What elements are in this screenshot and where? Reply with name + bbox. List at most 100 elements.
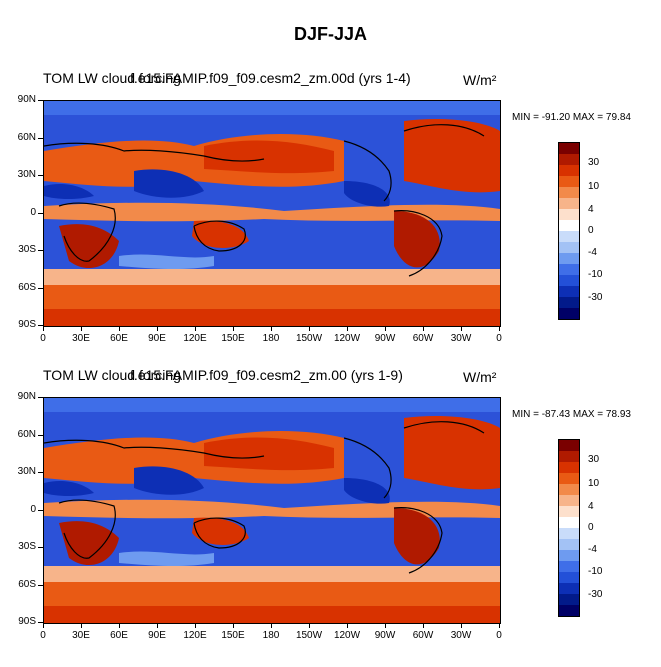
colorbar-swatch bbox=[559, 550, 579, 561]
latitude-tick bbox=[38, 547, 43, 548]
longitude-tick bbox=[423, 623, 424, 628]
colorbar-label: 4 bbox=[588, 501, 594, 512]
latitude-tick bbox=[38, 509, 43, 511]
africa-north-cold bbox=[44, 481, 94, 497]
longitude-tick-label: 180 bbox=[262, 630, 280, 641]
colorbar bbox=[558, 142, 580, 320]
southern-band bbox=[44, 566, 500, 582]
longitude-tick-label: 30E bbox=[72, 333, 90, 344]
latitude-tick bbox=[38, 584, 43, 586]
central-america-cold bbox=[344, 181, 390, 207]
africa-warm bbox=[59, 224, 119, 269]
colorbar-swatch bbox=[559, 209, 579, 220]
min-max-stats: MIN = -91.20 MAX = 79.84 bbox=[512, 112, 631, 123]
colorbar-label: -30 bbox=[588, 589, 603, 600]
longitude-tick-label: 90W bbox=[374, 333, 396, 344]
north-pacific-warm bbox=[204, 140, 334, 174]
colorbar-swatch bbox=[559, 231, 579, 242]
colorbar-label: -10 bbox=[588, 269, 603, 280]
longitude-tick bbox=[309, 326, 310, 331]
north-pacific-warm bbox=[204, 437, 334, 471]
longitude-tick bbox=[423, 326, 424, 331]
longitude-tick-label: 120W bbox=[333, 630, 361, 641]
central-america-cold bbox=[344, 478, 390, 504]
colorbar-label: 0 bbox=[588, 225, 594, 236]
latitude-tick bbox=[38, 325, 43, 326]
longitude-tick-label: 30E bbox=[72, 630, 90, 641]
panel-title-left: TOM LW cloud forcing bbox=[43, 70, 181, 86]
longitude-tick-label: 120W bbox=[333, 333, 361, 344]
latitude-tick bbox=[38, 287, 43, 289]
latitude-tick-label: 30S bbox=[18, 541, 36, 552]
panel-title-center: f.e15.FAMIP.f09_f09.cesm2_zm.00d (yrs 1-… bbox=[130, 70, 411, 86]
panel-units: W/m² bbox=[463, 369, 497, 385]
colorbar-swatch bbox=[559, 297, 579, 308]
colorbar-swatch bbox=[559, 539, 579, 550]
equatorial-band bbox=[44, 499, 500, 519]
colorbar-label: 0 bbox=[588, 522, 594, 533]
map-panel-bottom: TOM LW cloud forcing f.e15.FAMIP.f09_f09… bbox=[0, 367, 661, 667]
latitude-tick-label: 90N bbox=[17, 391, 36, 402]
longitude-tick-label: 120E bbox=[183, 630, 207, 641]
longitude-tick-label: 120E bbox=[183, 333, 207, 344]
heatmap-svg bbox=[44, 101, 500, 326]
longitude-tick-label: 90W bbox=[374, 630, 396, 641]
colorbar-swatch bbox=[559, 440, 579, 451]
latitude-tick bbox=[38, 212, 43, 214]
panel-units: W/m² bbox=[463, 72, 497, 88]
latitude-tick-label: 60S bbox=[18, 578, 36, 590]
longitude-tick-label: 90E bbox=[148, 630, 166, 641]
latitude-tick bbox=[38, 100, 43, 101]
longitude-tick-label: 0 bbox=[496, 333, 502, 344]
latitude-tick-label: 90N bbox=[17, 94, 36, 105]
latitude-tick-label: 60N bbox=[17, 428, 36, 440]
min-max-stats: MIN = -87.43 MAX = 78.93 bbox=[512, 409, 631, 420]
latitude-tick-label: 90S bbox=[18, 616, 36, 627]
colorbar-label: 30 bbox=[588, 157, 600, 168]
heatmap-svg bbox=[44, 398, 500, 623]
indian-ocean-cool bbox=[119, 551, 214, 567]
south-america-warm bbox=[394, 508, 440, 565]
latitude-tick bbox=[38, 250, 43, 251]
longitude-tick-label: 60W bbox=[412, 333, 434, 344]
colorbar-label: -30 bbox=[588, 292, 603, 303]
north-polar-band bbox=[44, 398, 500, 412]
colorbar-label: 10 bbox=[588, 181, 600, 192]
longitude-tick-label: 0 bbox=[40, 630, 46, 641]
longitude-tick-label: 150W bbox=[295, 333, 323, 344]
colorbar-label: -4 bbox=[588, 247, 597, 258]
latitude-tick bbox=[38, 472, 43, 473]
map-panel-top: TOM LW cloud forcing f.e15.FAMIP.f09_f09… bbox=[0, 70, 661, 370]
longitude-tick bbox=[461, 623, 462, 628]
australia-warm bbox=[192, 517, 249, 545]
longitude-tick bbox=[157, 326, 158, 331]
colorbar-swatch bbox=[559, 154, 579, 165]
colorbar-swatch bbox=[559, 572, 579, 583]
longitude-tick bbox=[309, 623, 310, 628]
longitude-tick-label: 30W bbox=[450, 333, 472, 344]
indian-ocean-cool bbox=[119, 254, 214, 270]
colorbar-swatch bbox=[559, 198, 579, 209]
panel-title-left: TOM LW cloud forcing bbox=[43, 367, 181, 383]
colorbar-swatch bbox=[559, 264, 579, 275]
equatorial-band bbox=[44, 202, 500, 222]
colorbar-label: 10 bbox=[588, 478, 600, 489]
latitude-tick-label: 60N bbox=[17, 131, 36, 143]
latitude-tick-label: 90S bbox=[18, 319, 36, 330]
colorbar-label: 4 bbox=[588, 204, 594, 215]
heatmap-plot bbox=[43, 100, 501, 327]
longitude-tick-label: 150E bbox=[221, 333, 245, 344]
latitude-tick-label: 30S bbox=[18, 244, 36, 255]
colorbar-swatch bbox=[559, 506, 579, 517]
longitude-tick bbox=[271, 326, 272, 331]
colorbar-swatch bbox=[559, 242, 579, 253]
colorbar-swatch bbox=[559, 605, 579, 616]
longitude-tick bbox=[385, 623, 386, 628]
colorbar-swatch bbox=[559, 561, 579, 572]
colorbar-swatch bbox=[559, 583, 579, 594]
longitude-tick bbox=[347, 326, 348, 331]
colorbar-label: -4 bbox=[588, 544, 597, 555]
coastlines bbox=[44, 421, 485, 574]
colorbar bbox=[558, 439, 580, 617]
longitude-tick-label: 60E bbox=[110, 630, 128, 641]
